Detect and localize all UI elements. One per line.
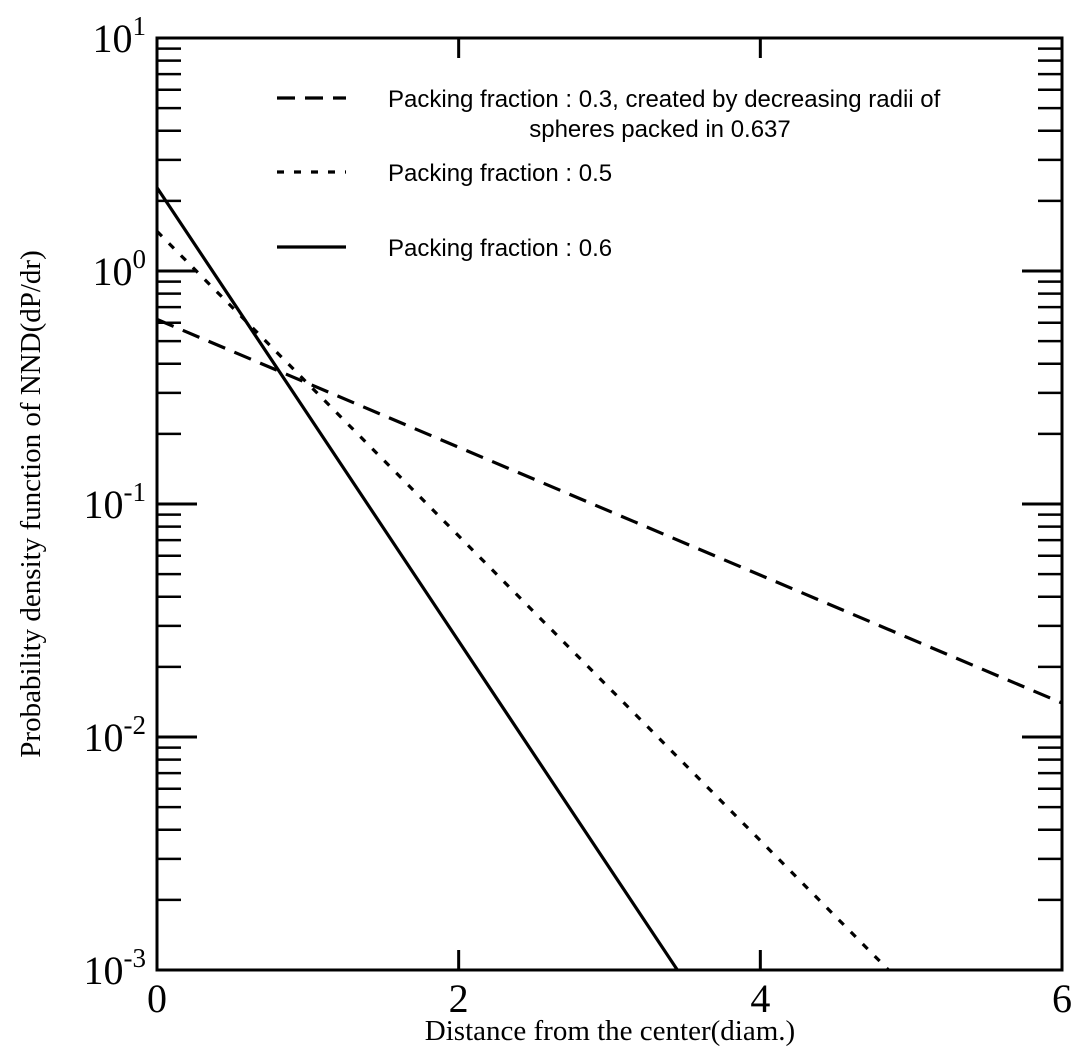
legend-label-1: spheres packed in 0.637 [529,116,791,143]
y-tick-label: 10-2 [84,710,147,760]
y-tick-label: 101 [93,11,147,61]
series-line-2 [155,230,890,972]
plot-frame [155,36,1064,972]
x-tick-label: 0 [147,976,167,1021]
x-tick-labels: 0 2 4 6 [147,976,1072,1021]
series-layer [155,186,1063,972]
x-axis-label: Distance from the center(diam.) [425,1015,795,1047]
x-tick-label: 4 [750,976,770,1021]
y-tick-label: 10-1 [84,477,147,527]
x-tick-label: 6 [1052,976,1072,1021]
y-tick-label: 100 [93,244,147,294]
legend-label-3: Packing fraction : 0.6 [388,235,612,262]
series-line-3 [155,186,679,971]
y-axis-label: Probability density function of NND(dP/d… [15,250,47,757]
legend-label-2: Packing fraction : 0.5 [388,160,612,187]
minor-ticks [157,47,1062,902]
legend: Packing fraction : 0.3, created by decre… [277,86,941,262]
y-tick-label: 10-3 [84,943,147,993]
x-tick-label: 2 [449,976,469,1021]
legend-label-1: Packing fraction : 0.3, created by decre… [388,86,941,113]
y-tick-labels: 101 100 10-1 10-2 10-3 [84,11,147,993]
series-line-1 [156,317,1063,705]
